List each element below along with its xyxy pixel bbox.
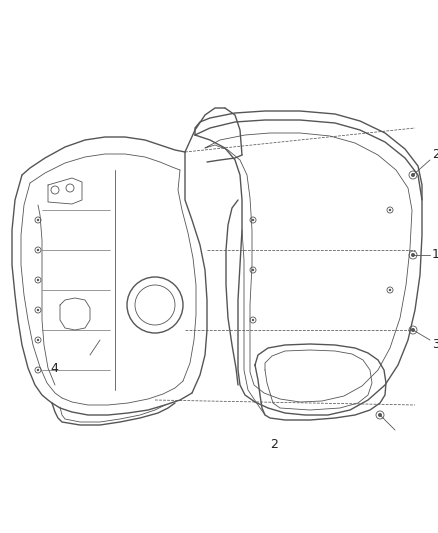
- Circle shape: [378, 413, 382, 417]
- Circle shape: [411, 328, 415, 332]
- Text: 2: 2: [270, 439, 278, 451]
- Circle shape: [411, 253, 415, 257]
- Circle shape: [389, 289, 391, 291]
- Text: 3: 3: [432, 338, 438, 351]
- Circle shape: [389, 209, 391, 211]
- Circle shape: [37, 309, 39, 311]
- Circle shape: [37, 369, 39, 371]
- Circle shape: [37, 339, 39, 341]
- Circle shape: [37, 249, 39, 251]
- Circle shape: [252, 219, 254, 221]
- Text: 4: 4: [50, 361, 58, 375]
- Text: 1: 1: [432, 248, 438, 262]
- Text: 2: 2: [432, 149, 438, 161]
- Circle shape: [37, 219, 39, 221]
- Circle shape: [252, 269, 254, 271]
- Circle shape: [252, 319, 254, 321]
- Circle shape: [411, 173, 415, 177]
- Circle shape: [37, 279, 39, 281]
